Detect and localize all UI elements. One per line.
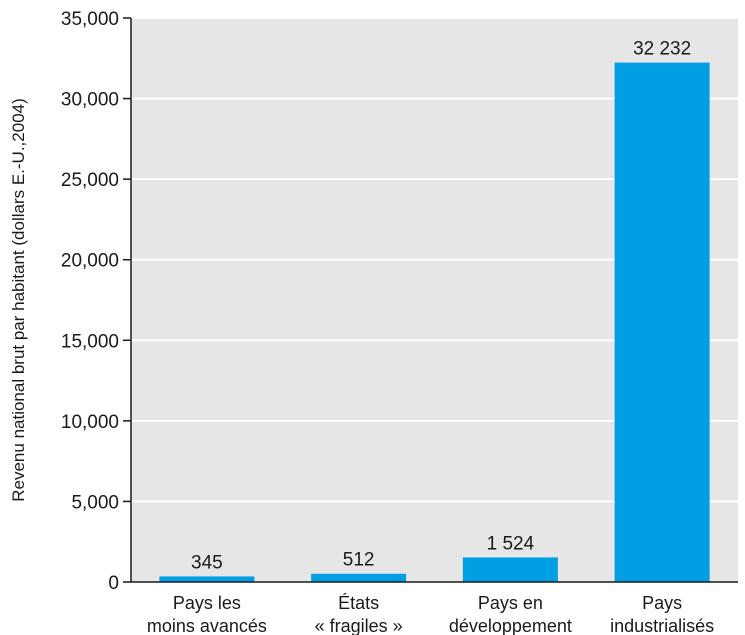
x-category-label: développement bbox=[449, 616, 572, 635]
x-category-label: Pays bbox=[642, 593, 682, 613]
x-category-label: « fragiles » bbox=[315, 616, 403, 635]
x-category-label: industrialisés bbox=[610, 616, 714, 635]
bar bbox=[462, 557, 558, 582]
y-axis: 0 5,000 10,000 15,000 20,000 25,000 30,000 35,0… bbox=[61, 9, 132, 594]
x-category-label: Pays en bbox=[478, 593, 543, 613]
x-category-label: Pays les bbox=[173, 593, 241, 613]
y-tick-label: 35,000 bbox=[61, 9, 119, 30]
data-labels: 345 512 1 524 32 232 bbox=[191, 39, 691, 574]
bar bbox=[311, 573, 407, 582]
bar-value-label: 32 232 bbox=[633, 39, 691, 60]
y-tick-label: 15,000 bbox=[61, 331, 119, 352]
bar-value-label: 1 524 bbox=[487, 533, 535, 554]
y-tick-label: 0 bbox=[108, 573, 119, 594]
y-axis-title: Revenu national brut par habitant (dolla… bbox=[9, 98, 28, 502]
y-tick-label: 5,000 bbox=[71, 492, 119, 513]
y-tick-label: 10,000 bbox=[61, 412, 119, 433]
y-tick-label: 25,000 bbox=[61, 170, 119, 191]
bar-value-label: 512 bbox=[343, 550, 375, 571]
x-axis: Pays les moins avancés États « fragiles » Pa… bbox=[131, 581, 738, 635]
bars bbox=[159, 62, 710, 582]
x-category-label: États bbox=[338, 593, 379, 613]
bar bbox=[614, 62, 710, 582]
y-tick-label: 30,000 bbox=[61, 90, 119, 111]
y-tick-label: 20,000 bbox=[61, 251, 119, 272]
bar-value-label: 345 bbox=[191, 552, 223, 573]
bar bbox=[159, 576, 255, 582]
x-category-label: moins avancés bbox=[147, 616, 267, 635]
